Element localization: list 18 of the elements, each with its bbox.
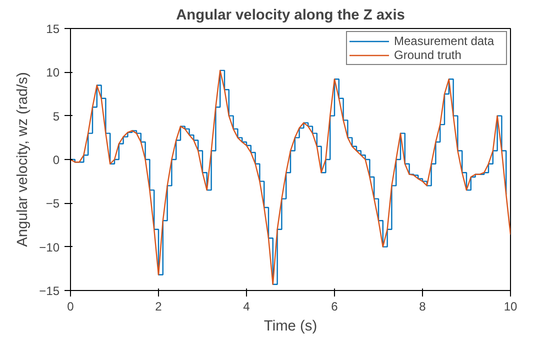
y-tick-label: −10 — [39, 240, 60, 254]
legend-label: Ground truth — [394, 48, 462, 62]
legend-label: Measurement data — [394, 34, 496, 48]
x-tick-label: 0 — [67, 300, 74, 314]
y-tick-label: 5 — [52, 109, 60, 124]
y-axis-title: Angular velocity, wz (rad/s) — [15, 72, 32, 247]
x-axis-title: Time (s) — [264, 318, 318, 334]
y-tick-label: 15 — [46, 22, 60, 36]
x-tick-label: 10 — [504, 300, 518, 314]
x-tick-label: 2 — [155, 300, 162, 314]
y-tick-label: −5 — [46, 196, 60, 211]
y-tick-label: −15 — [39, 284, 60, 298]
y-tick-label: 10 — [46, 66, 60, 80]
chart-title: Angular velocity along the Z axis — [176, 8, 405, 24]
x-tick-label: 8 — [419, 300, 426, 314]
y-tick-label: 0 — [52, 153, 60, 167]
x-tick-label: 4 — [243, 300, 250, 314]
x-tick-label: 6 — [331, 300, 338, 314]
